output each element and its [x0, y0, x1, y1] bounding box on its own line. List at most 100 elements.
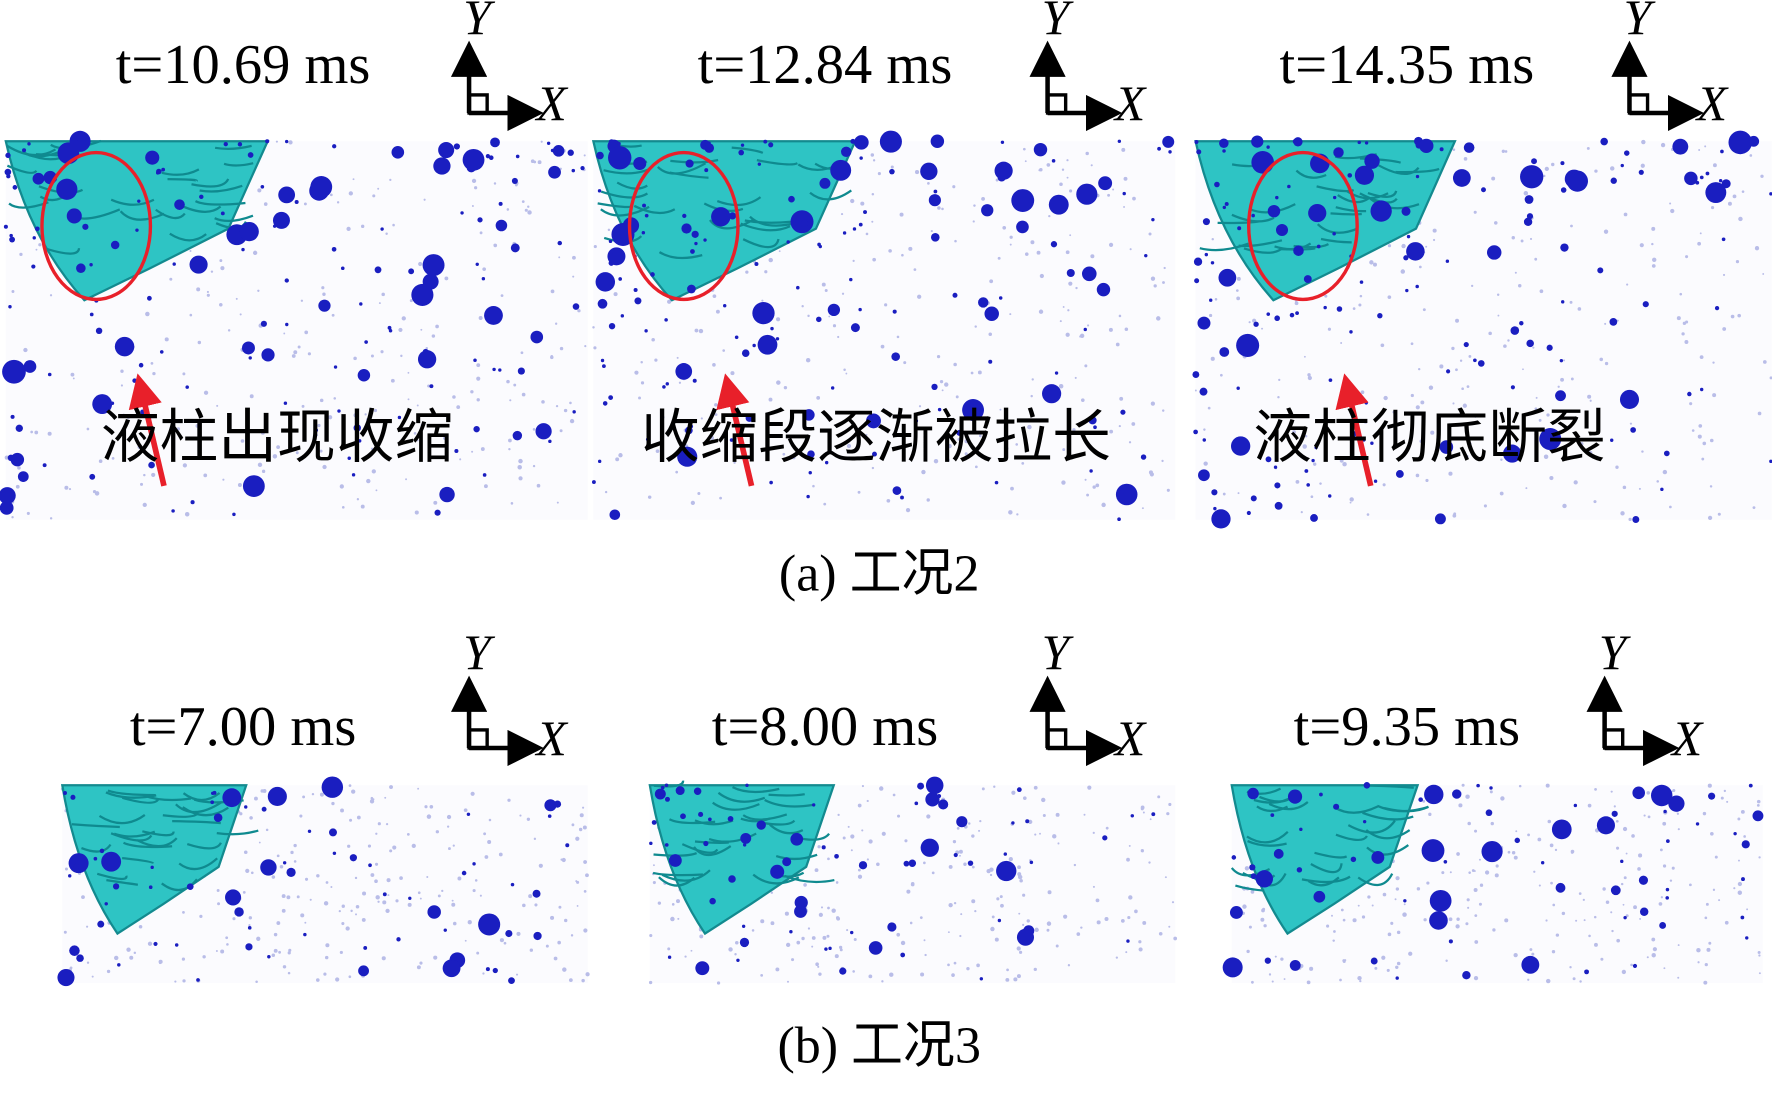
droplet — [535, 423, 552, 440]
haze-dot — [1016, 513, 1019, 516]
haze-dot — [651, 337, 655, 342]
droplet — [1406, 234, 1411, 239]
annotation: 收缩段逐渐被拉长 — [641, 402, 1111, 471]
haze-dot — [1588, 450, 1593, 455]
droplet — [473, 358, 477, 362]
droplet — [212, 790, 217, 795]
haze-dot — [1342, 918, 1346, 922]
droplet — [1011, 189, 1035, 212]
haze-dot — [1669, 505, 1672, 509]
liquid-streak — [223, 162, 254, 167]
haze-dot — [384, 796, 387, 799]
axis-label-x: X — [534, 76, 568, 131]
haze-dot — [189, 249, 192, 252]
haze-dot — [583, 154, 586, 157]
axis-label-y: Y — [463, 0, 496, 45]
annotation: 液柱出现收缩 — [101, 402, 454, 471]
droplet — [1769, 192, 1772, 196]
haze-dot — [515, 183, 518, 187]
haze-dot — [968, 822, 971, 825]
haze-dot — [1015, 443, 1019, 446]
haze-dot — [1115, 956, 1118, 959]
haze-dot — [1466, 385, 1470, 388]
droplet — [1293, 137, 1303, 147]
haze-dot — [785, 942, 791, 948]
droplet — [572, 410, 576, 414]
haze-dot — [655, 449, 660, 453]
droplet — [691, 230, 699, 238]
haze-dot — [1625, 914, 1629, 918]
haze-dot — [1428, 385, 1434, 390]
liquid-streak — [1316, 223, 1359, 234]
haze-dot — [335, 977, 340, 982]
droplet — [153, 941, 158, 946]
droplet — [1424, 784, 1444, 805]
droplet — [675, 363, 693, 380]
haze-dot — [784, 911, 789, 916]
haze-dot — [881, 831, 886, 836]
haze-dot — [276, 854, 280, 858]
droplet — [34, 226, 40, 232]
haze-dot — [370, 354, 374, 358]
droplet — [478, 913, 501, 936]
haze-dot — [1499, 491, 1504, 496]
haze-dot — [386, 878, 391, 883]
haze-dot — [459, 458, 462, 461]
haze-dot — [1518, 784, 1522, 788]
haze-dot — [299, 814, 303, 818]
liquid-streak — [712, 801, 760, 811]
droplet — [68, 853, 89, 874]
droplet — [482, 473, 487, 477]
haze-dot — [1141, 507, 1144, 510]
droplet — [1619, 389, 1640, 409]
droplet — [1323, 305, 1327, 310]
haze-dot — [307, 352, 311, 356]
haze-dot — [1009, 313, 1012, 316]
haze-dot — [1422, 308, 1426, 312]
droplet — [1555, 882, 1566, 893]
droplet — [510, 243, 520, 253]
droplet — [104, 902, 108, 906]
haze-dot — [375, 895, 380, 900]
haze-dot — [1491, 176, 1496, 181]
droplet — [859, 156, 863, 160]
haze-dot — [1383, 395, 1388, 401]
haze-dot — [425, 346, 428, 350]
haze-dot — [715, 309, 720, 314]
haze-dot — [433, 500, 438, 505]
droplet — [283, 401, 288, 405]
haze-dot — [15, 484, 20, 489]
haze-dot — [1118, 424, 1121, 428]
droplet — [1445, 259, 1450, 263]
haze-dot — [1756, 803, 1760, 807]
time-label: t=7.00 ms — [130, 696, 356, 758]
haze-dot — [989, 873, 993, 877]
haze-dot — [1646, 956, 1649, 959]
haze-dot — [1027, 424, 1032, 430]
droplet — [937, 407, 942, 412]
droplet — [433, 157, 451, 175]
haze-dot — [583, 928, 588, 933]
haze-dot — [526, 817, 531, 821]
haze-dot — [647, 495, 652, 499]
liquid-streak — [1314, 851, 1348, 859]
droplet — [1222, 205, 1227, 210]
haze-dot — [1306, 980, 1311, 985]
haze-dot — [1381, 955, 1386, 960]
liquid-streak — [769, 823, 804, 835]
origin-box — [1045, 728, 1068, 750]
haze-dot — [219, 259, 223, 263]
haze-dot — [1531, 952, 1535, 956]
haze-dot — [330, 885, 333, 888]
droplet — [1721, 237, 1726, 242]
haze-dot — [1500, 796, 1505, 801]
haze-dot — [1638, 487, 1641, 490]
haze-dot — [437, 894, 441, 898]
haze-dot — [263, 202, 268, 206]
haze-dot — [1670, 208, 1675, 214]
haze-dot — [1651, 226, 1656, 231]
droplet — [1638, 169, 1644, 175]
haze-dot — [423, 198, 426, 201]
haze-dot — [248, 916, 253, 920]
